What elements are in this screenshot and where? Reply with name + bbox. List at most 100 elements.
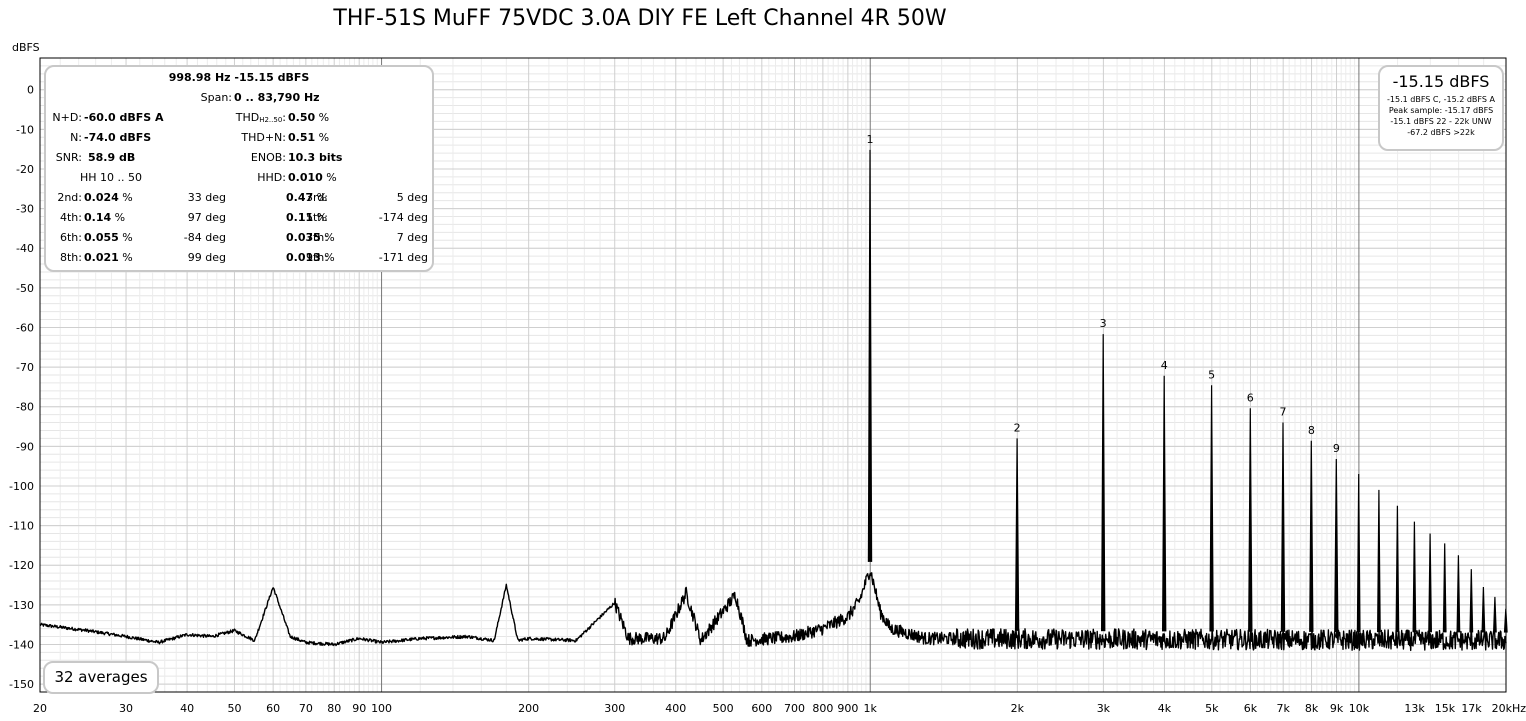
harmonic-label: 6th: — [60, 231, 82, 244]
harmonic-spike — [1162, 375, 1167, 632]
y-tick-label: -120 — [9, 559, 34, 572]
harmonic-label: 3rd: — [305, 191, 328, 204]
x-tick-label: 500 — [713, 702, 734, 715]
x-tick-label: 600 — [751, 702, 772, 715]
harmonic-value: 0.035 % — [286, 231, 335, 244]
enob-label: ENOB: — [250, 151, 286, 164]
y-tick-label: -150 — [9, 678, 34, 691]
nd-value: -60.0 dBFS A — [84, 111, 164, 124]
harmonic-label: 7th: — [306, 231, 328, 244]
harmonic-label: 3 — [1100, 317, 1107, 330]
y-tick-label: -140 — [9, 638, 34, 651]
harmonic-spike — [1442, 543, 1447, 633]
y-axis-ticks: 0 -10 -20 -30 -40 -50 -60 -70 -80 -90 -100 -110 -120… — [9, 84, 34, 691]
snr-label: SNR: — [55, 151, 82, 164]
snr-value: 58.9 dB — [88, 151, 136, 164]
y-tick-label: 0 — [27, 84, 34, 97]
thd-value: 0.50 % — [288, 111, 330, 124]
thdn-label: THD+N: — [241, 131, 286, 144]
thd-label: THDH2..50: — [235, 111, 286, 124]
harmonic-value: 0.14 % — [84, 211, 126, 224]
y-tick-label: -90 — [16, 440, 34, 453]
level-line-4: -67.2 dBFS >22k — [1407, 128, 1475, 137]
harmonic-phase: 33 deg — [187, 191, 226, 204]
level-line-3: -15.1 dBFS 22 - 22k UNW — [1390, 117, 1492, 126]
y-tick-label: -60 — [16, 321, 34, 334]
x-tick-label: 70 — [299, 702, 313, 715]
x-tick-label: 6k — [1244, 702, 1258, 715]
harmonic-row: 8th: 0.021 % 99 deg 9th: 0.013 % -171 deg — [46, 249, 432, 267]
level-main: -15.15 dBFS — [1392, 72, 1490, 91]
harmonic-row: 6th: 0.055 % -84 deg 7th: 0.035 % 7 deg — [46, 229, 432, 247]
harmonic-label: 4 — [1161, 359, 1168, 372]
y-tick-label: -70 — [16, 361, 34, 374]
y-tick-label: -110 — [9, 520, 34, 533]
harmonic-spike — [867, 149, 873, 562]
harmonic-label: 2nd: — [57, 191, 82, 204]
x-tick-label: 5k — [1205, 702, 1219, 715]
x-tick-label: 700 — [784, 702, 805, 715]
hhd-label: HHD: — [257, 171, 286, 184]
y-tick-label: -50 — [16, 282, 34, 295]
x-tick-label: 800 — [812, 702, 833, 715]
harmonic-spike — [1481, 586, 1486, 633]
harmonic-value: 0.024 % — [84, 191, 133, 204]
harmonic-label: 9 — [1333, 442, 1340, 455]
harmonic-label: 9th: — [306, 251, 328, 264]
x-tick-label: 900 — [837, 702, 858, 715]
harmonic-spike — [1014, 438, 1020, 631]
harmonic-label: 1 — [867, 133, 874, 146]
harmonic-label: 7 — [1279, 406, 1286, 419]
y-tick-label: -20 — [16, 163, 34, 176]
enob-value: 10.3 bits — [288, 151, 343, 164]
x-tick-label: 3k — [1097, 702, 1111, 715]
x-tick-label: 300 — [604, 702, 625, 715]
harmonic-phase: 99 deg — [187, 251, 226, 264]
spectrum-marks: 1 2 3 4 5 6 7 8 9 — [39, 133, 1508, 652]
x-tick-label: 80 — [327, 702, 341, 715]
n-value: -74.0 dBFS — [84, 131, 152, 144]
level-line-1: -15.1 dBFS C, -15.2 dBFS A — [1387, 95, 1495, 104]
hhd-value: 0.010 % — [288, 171, 337, 184]
harmonic-spike — [1428, 533, 1432, 633]
x-tick-label: 400 — [665, 702, 686, 715]
x-tick-label: 50 — [227, 702, 241, 715]
span-label: Span: — [200, 91, 232, 104]
level-panel: -15.15 dBFS -15.1 dBFS C, -15.2 dBFS A P… — [1378, 65, 1504, 151]
stats-panel: 998.98 Hz -15.15 dBFS Span: 0 .. 83,790 … — [44, 65, 434, 272]
harmonic-label: 4th: — [60, 211, 82, 224]
harmonic-row: 4th: 0.14 % 97 deg 5th: 0.11 % -174 deg — [46, 209, 432, 227]
harmonic-spike — [1334, 458, 1339, 632]
y-tick-label: -10 — [16, 123, 34, 136]
x-tick-label: 10k — [1349, 702, 1370, 715]
x-tick-label: 1k — [864, 702, 878, 715]
nd-label: N+D: — [52, 111, 82, 124]
harmonic-spike — [1209, 385, 1214, 632]
harmonic-spike — [1395, 505, 1400, 633]
harmonic-value: 0.47 % — [286, 191, 328, 204]
harmonic-label: 5 — [1208, 368, 1215, 381]
y-tick-label: -80 — [16, 401, 34, 414]
harmonic-spike — [1377, 489, 1381, 633]
y-axis-label: dBFS — [12, 41, 40, 54]
harmonic-label: 5th: — [306, 211, 328, 224]
harmonic-spike — [1456, 555, 1461, 633]
chart-title: THF-51S MuFF 75VDC 3.0A DIY FE Left Chan… — [333, 6, 947, 31]
x-tick-label: 100 — [371, 702, 392, 715]
harmonic-spike — [1280, 422, 1286, 632]
harmonic-label: 6 — [1247, 391, 1254, 404]
harmonic-phase: -84 deg — [183, 231, 226, 244]
thdn-value: 0.51 % — [288, 131, 330, 144]
harmonic-spike — [1356, 474, 1361, 633]
harmonic-spike — [1493, 596, 1497, 633]
x-tick-label: 17k — [1461, 702, 1482, 715]
harmonic-spike — [1101, 334, 1106, 632]
x-tick-label: 30 — [119, 702, 133, 715]
harmonic-value: 0.11 % — [286, 211, 328, 224]
y-tick-label: -40 — [16, 242, 34, 255]
harmonic-spike — [1412, 521, 1417, 633]
x-tick-label: 13k — [1404, 702, 1425, 715]
hh-label: HH 10 .. 50 — [80, 171, 143, 184]
n-label: N: — [70, 131, 82, 144]
